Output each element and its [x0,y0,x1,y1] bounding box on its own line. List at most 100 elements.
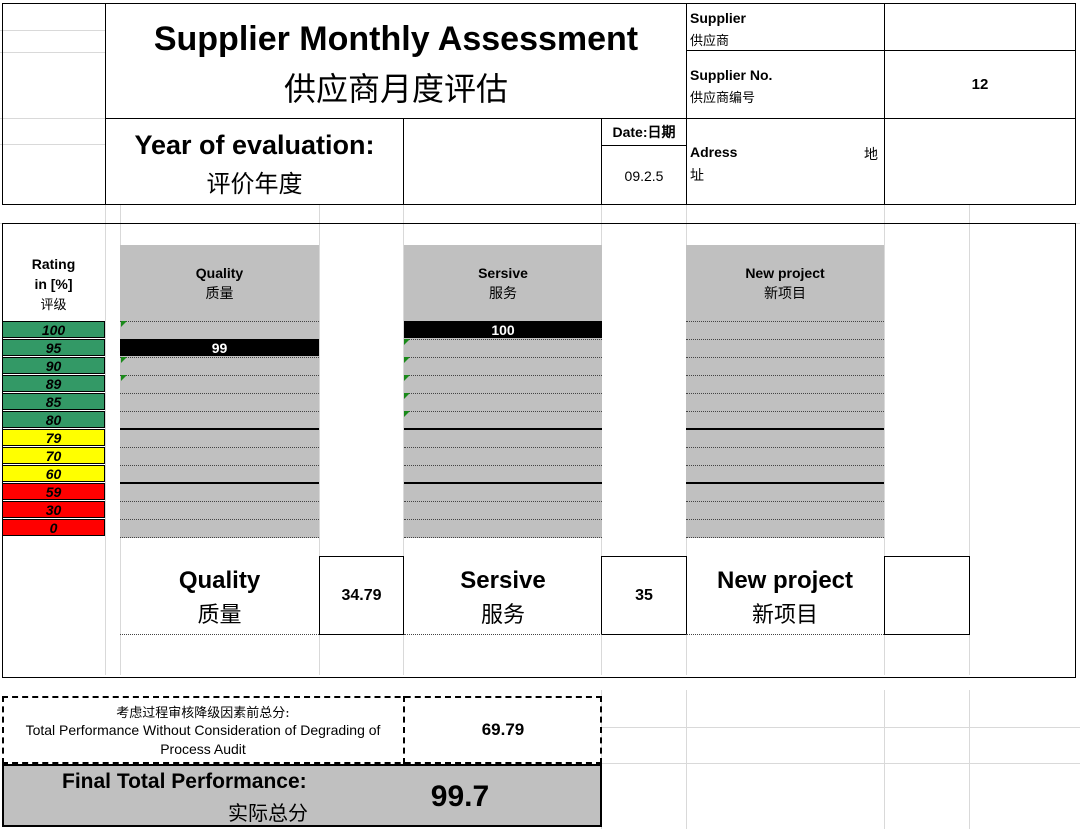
comment-marker-icon[interactable] [404,375,410,381]
supplier-label-cn: 供应商 [690,34,730,49]
comment-marker-icon[interactable] [404,339,410,345]
supplier-label-en: Supplier [690,10,747,26]
score-new-project-label-en: New project [716,567,854,594]
rating-grid-line [686,465,884,466]
rating-level-30: 30 [2,501,105,518]
address-value[interactable] [885,119,1075,205]
rating-grid-line [404,393,602,394]
service-column-title-cn: 服务 [489,286,517,302]
rating-label-en-1: Rating [31,255,76,272]
supplier-no-value[interactable]: 12 [971,76,989,93]
rating-grid-line [120,537,319,538]
comment-marker-icon[interactable] [121,321,127,327]
rating-level-100: 100 [2,321,105,338]
rating-level-70: 70 [2,447,105,464]
address-label-cn-2: 址 [690,168,704,184]
quality-column [120,245,319,538]
year-label-en: Year of evaluation: [134,129,375,160]
title-en: Supplier Monthly Assessment [153,19,639,58]
score-quality-value[interactable]: 34.79 [319,556,404,635]
rating-level-60: 60 [2,465,105,482]
address-label-en: Adress [690,144,738,160]
service-column [404,245,602,538]
score-quality-label-en: Quality [178,567,261,594]
rating-grid-line [686,411,884,412]
rating-grid-line [404,357,602,358]
rating-level-90: 90 [2,357,105,374]
rating-grid-line [686,447,884,448]
rating-grid-line [686,519,884,520]
rating-grid-line [120,465,319,466]
rating-grid-line [686,339,884,340]
rating-threshold-line [120,482,319,484]
rating-grid-line [686,357,884,358]
score-service-label-en: Sersive [460,567,546,594]
title-cn: 供应商月度评估 [283,70,508,108]
rating-grid-line [120,357,319,358]
rating-grid-line [686,537,884,538]
date-value[interactable]: 09.2.5 [624,167,664,184]
new-project-column [686,245,884,538]
rating-grid-line [686,501,884,502]
quality-value-bar: 99 [120,339,319,356]
rating-grid-line [120,393,319,394]
comment-marker-icon[interactable] [404,411,410,417]
rating-grid-line [120,321,319,322]
comment-marker-icon[interactable] [404,357,410,363]
service-column-title-en: Sersive [478,265,528,281]
score-new-project-label-cn: 新项目 [751,603,818,628]
rating-grid-line [120,519,319,520]
new-project-column-title-cn: 新项目 [764,286,806,302]
rating-grid-line [686,393,884,394]
rating-level-89: 89 [2,375,105,392]
supplier-no-label-en: Supplier No. [690,67,773,83]
rating-grid-line [120,375,319,376]
final-total-label-cn: 实际总分 [228,801,308,825]
rating-grid-line [686,375,884,376]
rating-level-95: 95 [2,339,105,356]
new-project-column-title-en: New project [745,265,825,281]
address-label-cn-1: 地 [864,147,878,163]
rating-grid-line [404,501,602,502]
quality-column-title-cn: 质量 [205,286,234,302]
rating-level-85: 85 [2,393,105,410]
rating-threshold-line [404,482,602,484]
rating-grid-line [120,447,319,448]
rating-grid-line [404,447,602,448]
total-without-audit-box [2,696,602,764]
rating-grid-line [404,411,602,412]
rating-grid-line [120,411,319,412]
score-new-project-value[interactable] [884,556,970,635]
year-value[interactable] [404,119,601,205]
comment-marker-icon[interactable] [404,393,410,399]
final-total-label-en: Final Total Performance: [62,770,307,793]
header-block [2,3,1076,205]
rating-level-80: 80 [2,411,105,428]
rating-threshold-line [404,428,602,430]
score-service-label-cn: 服务 [480,603,525,628]
supplier-no-label-cn: 供应商编号 [690,91,756,106]
rating-grid-line [404,519,602,520]
rating-threshold-line [686,482,884,484]
score-service-value[interactable]: 35 [601,556,687,635]
score-quality-label-cn: 质量 [197,603,242,628]
rating-level-0: 0 [2,519,105,536]
comment-marker-icon[interactable] [121,375,127,381]
date-label: Date:日期 [612,124,676,140]
rating-threshold-line [686,428,884,430]
comment-marker-icon[interactable] [121,357,127,363]
rating-label-cn: 评级 [40,298,67,313]
rating-level-59: 59 [2,483,105,500]
total-without-audit-label-en: Total Performance Without Consideration … [25,722,381,757]
rating-threshold-line [120,428,319,430]
service-value-bar: 100 [404,321,602,338]
rating-label-en-2: in [%] [34,275,73,292]
rating-level-79: 79 [2,429,105,446]
total-without-audit-label-cn: 考虑过程审核降级因素前总分: [116,705,290,721]
final-total-value[interactable]: 99.7 [430,780,490,813]
total-without-audit-value[interactable]: 69.79 [481,720,525,739]
rating-grid-line [404,465,602,466]
quality-column-title-en: Quality [195,265,244,281]
year-label-cn: 评价年度 [206,169,303,198]
supplier-value[interactable] [885,4,1075,50]
